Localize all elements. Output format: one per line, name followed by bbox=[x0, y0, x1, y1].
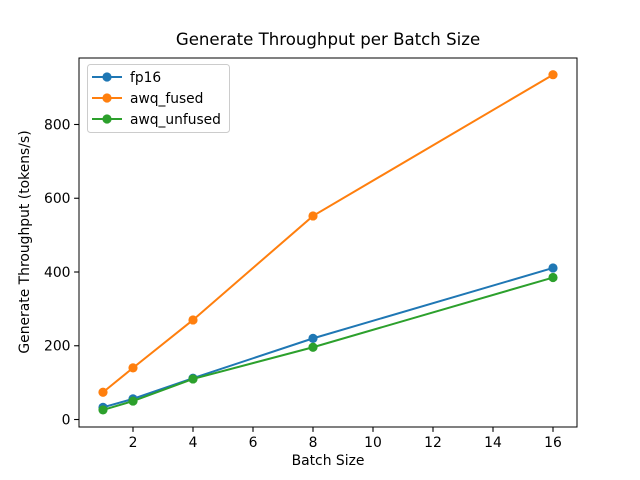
y-tick-label: 600 bbox=[44, 191, 71, 207]
x-tick-label: 6 bbox=[249, 435, 258, 451]
y-axis-ticks: 0 200 400 600 800 bbox=[44, 117, 79, 428]
data-point-awq_unfused bbox=[98, 405, 108, 415]
data-point-awq_unfused bbox=[308, 342, 318, 352]
x-tick-label: 10 bbox=[364, 435, 382, 451]
x-tick-label: 14 bbox=[484, 435, 502, 451]
x-tick-label: 4 bbox=[189, 435, 198, 451]
x-tick-label: 2 bbox=[129, 435, 138, 451]
x-tick-label: 12 bbox=[424, 435, 442, 451]
x-tick-label: 16 bbox=[544, 435, 562, 451]
legend-sample-marker bbox=[102, 114, 112, 124]
plot-border bbox=[78, 57, 578, 428]
data-point-awq_unfused bbox=[548, 272, 558, 283]
series-line-awq_unfused bbox=[102, 276, 554, 411]
y-axis-label: Generate Throughput (tokens/s) bbox=[17, 130, 33, 353]
x-axis-label: Batch Size bbox=[292, 453, 365, 469]
data-point-awq_fused bbox=[98, 387, 108, 397]
legend-box bbox=[87, 64, 230, 133]
chart-title: Generate Throughput per Batch Size bbox=[176, 30, 480, 49]
legend-label-awq_unfused: awq_unfused bbox=[130, 112, 221, 128]
x-tick-label: 8 bbox=[309, 435, 318, 451]
data-point-fp16 bbox=[308, 333, 318, 343]
legend: fp16 awq_fused awq_unfused bbox=[87, 64, 230, 133]
x-axis-ticks: 2 4 6 8 10 12 14 16 bbox=[129, 427, 562, 451]
legend-sample-marker bbox=[102, 72, 112, 82]
data-point-awq_fused bbox=[128, 363, 138, 373]
data-point-awq_fused bbox=[548, 70, 558, 80]
legend-label-awq_fused: awq_fused bbox=[130, 91, 203, 107]
y-tick-label: 800 bbox=[44, 117, 71, 133]
legend-sample-marker bbox=[102, 93, 112, 103]
data-point-awq_fused bbox=[188, 315, 198, 325]
y-tick-label: 400 bbox=[44, 265, 71, 281]
y-tick-label: 0 bbox=[62, 412, 71, 428]
data-point-fp16 bbox=[548, 263, 558, 273]
data-point-awq_unfused bbox=[128, 396, 138, 406]
series-group bbox=[98, 70, 558, 415]
data-point-awq_unfused bbox=[188, 374, 198, 384]
legend-label-fp16: fp16 bbox=[130, 70, 161, 86]
data-point-awq_fused bbox=[308, 211, 318, 221]
y-tick-label: 200 bbox=[44, 339, 71, 355]
